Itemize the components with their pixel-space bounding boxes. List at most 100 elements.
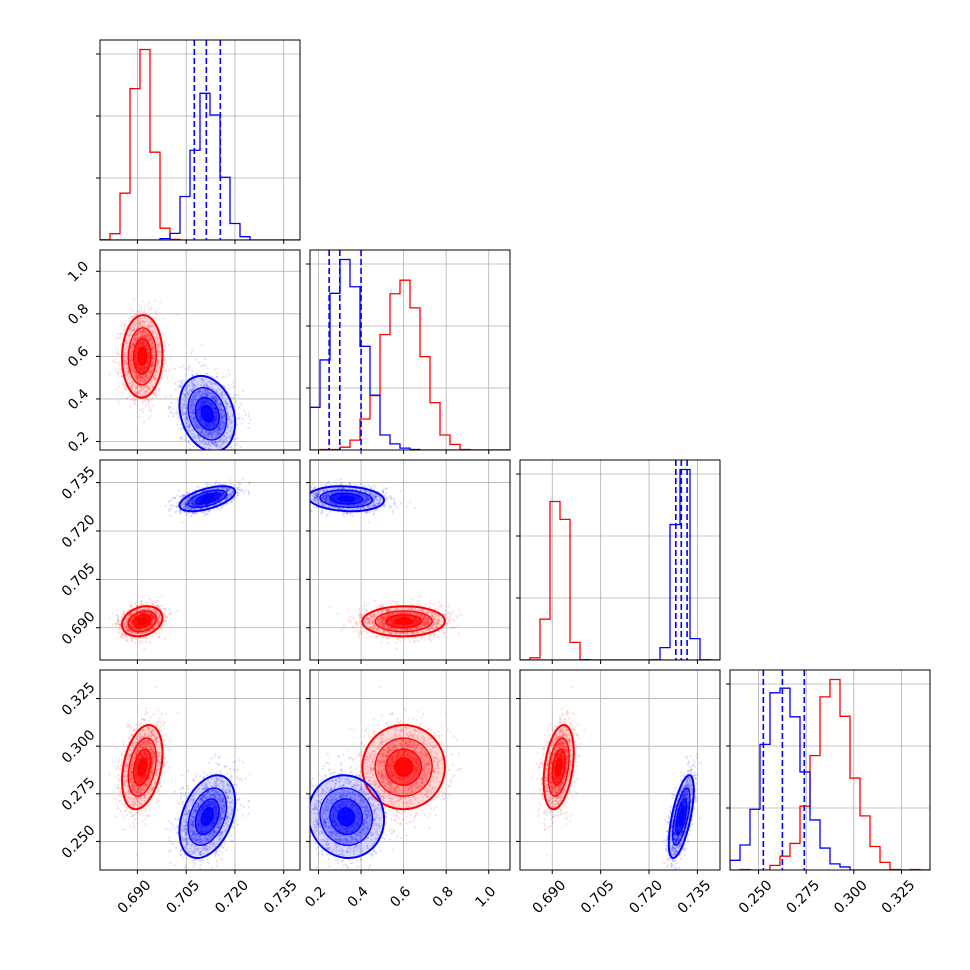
sample-point [137,376,140,379]
sample-point [145,372,149,375]
sample-point [149,374,152,377]
sample-point [150,337,153,340]
sample-point [122,355,125,358]
sample-point [130,388,134,391]
sample-point [248,422,251,425]
sample-point [141,377,144,380]
sample-point [146,385,150,388]
sample-point [127,369,130,372]
sample-point [149,342,152,346]
sample-point [132,315,136,318]
sample-point [187,441,190,444]
sample-point [157,361,160,364]
sample-point [132,368,136,371]
sample-point [145,375,149,378]
sample-point [152,346,155,349]
sample-point [125,342,129,345]
sample-point [122,351,125,354]
sample-point [127,334,131,338]
sample-point [140,387,143,390]
sample-point [133,323,137,326]
sample-point [144,334,147,337]
sample-point [191,369,194,372]
sample-point [151,342,154,345]
sample-point [154,377,158,380]
sample-point [119,332,123,335]
sample-point [139,328,142,332]
sample-point [153,355,156,358]
sample-point [123,359,126,362]
sample-point [236,443,239,446]
sample-point [141,335,144,338]
sample-point [108,373,111,376]
sample-point [138,408,142,412]
sample-point [140,333,144,337]
sample-point [136,333,140,336]
sample-point [168,369,171,372]
sample-point [120,391,124,394]
sample-point [176,313,179,316]
sample-point [151,368,154,372]
sample-point [116,348,119,351]
sample-point [143,320,146,324]
sample-point [132,343,135,346]
sample-point [138,325,141,328]
sample-point [129,307,133,310]
sample-point [119,362,122,366]
sample-point [143,376,146,379]
sample-point [157,346,160,349]
sample-point [147,370,151,373]
sample-point [156,341,159,344]
sample-point [133,384,136,387]
sample-point [118,364,121,367]
sample-point [116,371,120,374]
sample-point [141,332,144,335]
sample-point [137,378,140,381]
sample-point [120,375,124,378]
sample-point [140,389,143,392]
sample-point [127,369,130,372]
sample-point [135,376,138,379]
sample-point [153,356,156,359]
sample-point [150,308,153,311]
sample-point [148,339,151,343]
sample-point [131,325,134,328]
sample-point [234,438,237,441]
sample-point [130,352,133,356]
sample-point [152,325,155,328]
sample-point [134,321,138,324]
sample-point [143,335,146,338]
sample-point [140,376,143,379]
sample-point [153,347,156,350]
sample-point [158,342,161,345]
sample-point [151,361,154,364]
sample-point [111,351,114,354]
sample-point [128,334,131,337]
sample-point [151,396,154,399]
sample-point [160,332,163,335]
sample-point [149,324,152,327]
sample-point [117,350,120,353]
sample-point [151,357,154,360]
sample-point [153,349,156,352]
sample-point [126,342,130,345]
sample-point [132,343,135,346]
sample-point [154,374,157,377]
sample-point [146,387,149,390]
sample-point [134,390,137,393]
sample-point [151,347,154,350]
sample-point [116,336,119,339]
sample-point [148,636,152,640]
sample-point [244,413,247,416]
sample-point [211,453,213,455]
sample-point [144,392,147,395]
sample-point [215,466,217,468]
sample-point [148,337,151,340]
sample-point [148,371,151,374]
sample-point [134,322,138,325]
sample-point [142,385,145,388]
sample-point [140,376,143,380]
sample-point [150,379,153,382]
sample-point [164,359,167,362]
sample-point [130,356,134,359]
